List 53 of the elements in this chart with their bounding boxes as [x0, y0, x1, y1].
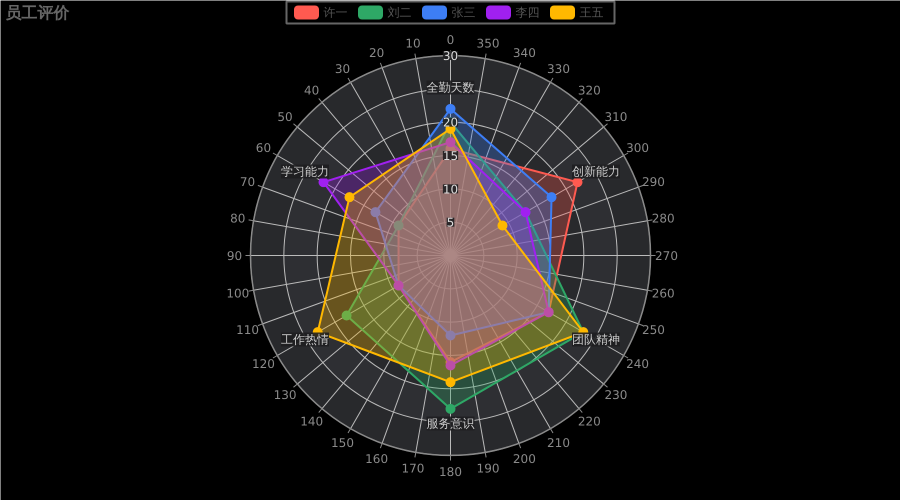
- text: 0: [446, 33, 454, 47]
- y-tick-label: 10: [442, 182, 458, 196]
- text: 120: [252, 357, 275, 371]
- text: 70: [240, 175, 256, 190]
- text: 280: [652, 211, 675, 226]
- text: 30: [334, 62, 350, 76]
- text: 310: [604, 110, 628, 124]
- text: 160: [365, 452, 388, 466]
- text: 员工评价: [6, 3, 70, 22]
- legend-label: 李四: [516, 6, 540, 20]
- text: 350: [476, 36, 500, 50]
- text: 270: [655, 249, 678, 263]
- spoke-label: 服务意识: [426, 416, 474, 430]
- text: 220: [578, 414, 601, 428]
- text: 320: [578, 84, 601, 98]
- y-tick-label: 30: [442, 49, 458, 63]
- y-tick-label: 20: [442, 116, 458, 130]
- legend-label: 张三: [452, 6, 476, 20]
- text: 260: [652, 286, 675, 301]
- spoke-label: 团队精神: [572, 332, 620, 346]
- text: 240: [626, 357, 650, 371]
- text: 60: [256, 141, 272, 155]
- text: 40: [304, 84, 320, 98]
- y-tick-label: 5: [446, 216, 454, 230]
- text: 100: [226, 286, 250, 301]
- text: 340: [512, 46, 536, 60]
- spoke-label: 学习能力: [281, 164, 330, 178]
- text: 300: [626, 141, 650, 155]
- text: 50: [277, 110, 293, 124]
- legend-label: 王五: [580, 6, 604, 20]
- legend-label: 刘二: [388, 6, 412, 20]
- text: 150: [331, 436, 354, 450]
- text: 20: [368, 46, 384, 60]
- text: 90: [226, 249, 242, 263]
- text: 200: [512, 452, 536, 466]
- text: 140: [300, 414, 324, 428]
- text: 210: [547, 436, 570, 450]
- text: 190: [476, 462, 500, 476]
- text: 230: [604, 388, 628, 402]
- spoke-label: 创新能力: [572, 164, 620, 178]
- legend-label: 许一: [324, 6, 348, 20]
- text: 290: [642, 175, 665, 190]
- text: 110: [236, 322, 259, 337]
- text: 330: [547, 62, 570, 76]
- text: 10: [405, 36, 421, 50]
- text: 170: [402, 462, 424, 476]
- spoke-label: 全勤天数: [426, 80, 474, 94]
- y-tick-label: 15: [442, 149, 458, 163]
- text: 250: [642, 322, 665, 337]
- spoke-label: 工作热情: [281, 332, 330, 346]
- text: 130: [274, 388, 296, 402]
- text: 180: [439, 465, 462, 479]
- text: 80: [230, 211, 246, 226]
